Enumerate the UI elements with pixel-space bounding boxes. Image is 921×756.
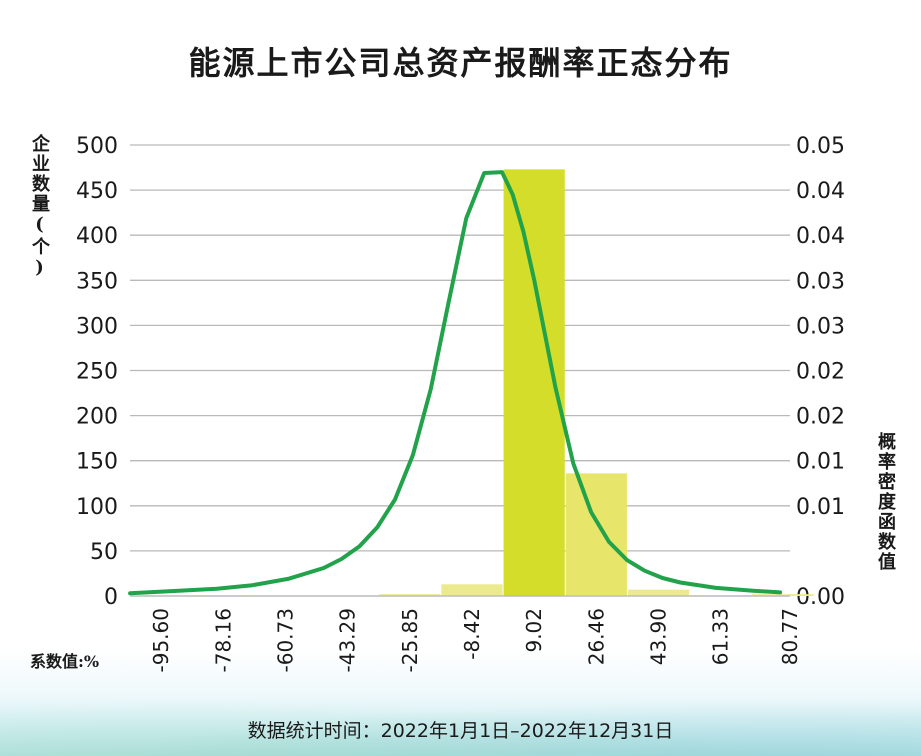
histogram-bar [752,594,814,596]
histogram-bar [441,584,503,596]
y-tick-label: 300 [76,314,118,339]
y2-tick-label: 0.01 [796,450,845,475]
footer-decoration [0,690,921,756]
x-tick-label: -25.85 [398,608,422,672]
y2-tick-label: 0.04 [796,179,845,204]
density-curve [128,170,783,596]
footer-date-range: 数据统计时间：2022年1月1日–2022年12月31日 [247,720,674,742]
histogram-bar [627,589,690,596]
y2-tick-label: 0.05 [796,134,845,159]
y2-tick-label: 0.03 [796,269,845,294]
y2-tick-label: 0.04 [796,224,845,249]
x-tick-label: -43.29 [336,608,360,672]
x-tick-label: -60.73 [273,608,297,672]
histogram-bar [565,473,627,596]
x-tick-label: 61.33 [709,608,733,665]
x-tick-label: -95.60 [149,608,173,672]
y-tick-label: 400 [76,224,118,249]
y2-axis-label: 概率密度函数值 [875,432,896,572]
y-tick-label: 150 [76,450,118,475]
chart-title: 能源上市公司总资产报酬率正态分布 [188,44,733,82]
x-tick-label: 43.90 [647,608,671,665]
x-tick-label: -78.16 [211,608,235,672]
y-tick-label: 100 [76,495,118,520]
x-tick-label: 80.77 [778,608,802,665]
y2-tick-label: 0.01 [796,495,845,520]
y2-tick-label: 0.02 [796,405,845,430]
x-unit-label: 系数值:% [30,652,100,671]
y-tick-label: 500 [76,134,118,159]
x-tick-label: 26.46 [584,608,608,665]
y-tick-label: 350 [76,269,118,294]
y2-tick-label: 0.00 [796,585,845,610]
y-tick-label: 200 [76,405,118,430]
y-tick-label: 50 [90,540,118,565]
y2-tick-label: 0.03 [796,314,845,339]
histogram-bar [379,594,441,596]
y-tick-label: 450 [76,179,118,204]
y-tick-label: 250 [76,360,118,385]
y-axis-label: 企业数量(个) [29,134,50,280]
y2-tick-label: 0.02 [796,360,845,385]
x-tick-label: 9.02 [522,608,546,653]
x-tick-label: -8.42 [460,608,484,660]
y-tick-label: 0 [104,585,118,610]
